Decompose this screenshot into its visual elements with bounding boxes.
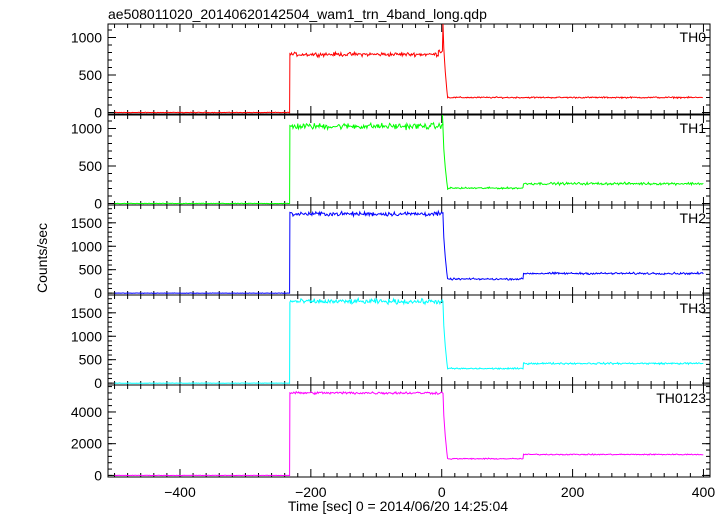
y-axis-label: Counts/sec	[34, 223, 50, 293]
x-tick-label: −400	[164, 484, 196, 500]
x-axis-label: Time [sec] 0 = 2014/06/20 14:25:04	[288, 498, 508, 514]
panel-th3: 0 500 1000 1500 TH3	[71, 294, 711, 391]
y-tick-label: 2000	[71, 436, 102, 452]
series-line-th1	[114, 114, 704, 205]
panel-label: TH2	[680, 210, 707, 226]
series-line-th2	[114, 209, 704, 294]
panel-label: TH3	[680, 300, 707, 316]
y-tick-label: 1500	[71, 215, 102, 231]
y-tick-label: 0	[94, 467, 102, 483]
panel-label: TH1	[680, 120, 707, 136]
panel-frame	[107, 23, 711, 115]
y-tick-label: 500	[79, 67, 103, 83]
panel-frame	[107, 294, 711, 386]
panel-th1: 0 500 1000 TH1	[71, 114, 711, 212]
series-line-th0123	[114, 390, 704, 477]
panel-frame	[107, 204, 711, 296]
y-tick-label: 4000	[71, 404, 102, 420]
x-tick-label: 400	[692, 484, 716, 500]
panels: 0 500 1000 TH0 0 500 1000 TH1 0 500 1000 1500 TH2 0 50…	[71, 23, 716, 500]
panel-th0: 0 500 1000 TH0	[71, 23, 711, 121]
y-tick-label: 500	[79, 262, 103, 278]
y-tick-label: 0	[94, 105, 102, 121]
y-tick-label: 0	[94, 196, 102, 212]
chart-title: ae508011020_20140620142504_wam1_trn_4ban…	[108, 6, 487, 22]
y-tick-label: 1000	[71, 328, 102, 344]
x-tick-label: 0	[438, 484, 446, 500]
panel-th0123: 0 2000 4000 TH0123	[71, 384, 711, 483]
y-tick-label: 0	[94, 285, 102, 301]
y-tick-label: 1000	[71, 30, 102, 46]
y-tick-label: 500	[79, 158, 103, 174]
y-tick-label: 1000	[71, 121, 102, 137]
y-tick-label: 1000	[71, 238, 102, 254]
x-tick-label: −200	[295, 484, 327, 500]
y-tick-label: 0	[94, 375, 102, 391]
panel-label: TH0	[680, 29, 707, 45]
series-line-th3	[114, 296, 704, 384]
panel-label: TH0123	[656, 390, 706, 406]
series-line-th0	[114, 23, 703, 114]
x-tick-label: 200	[561, 484, 585, 500]
panel-th2: 0 500 1000 1500 TH2	[71, 204, 711, 301]
panel-frame	[107, 384, 711, 478]
y-tick-label: 500	[79, 352, 103, 368]
y-tick-label: 1500	[71, 305, 102, 321]
